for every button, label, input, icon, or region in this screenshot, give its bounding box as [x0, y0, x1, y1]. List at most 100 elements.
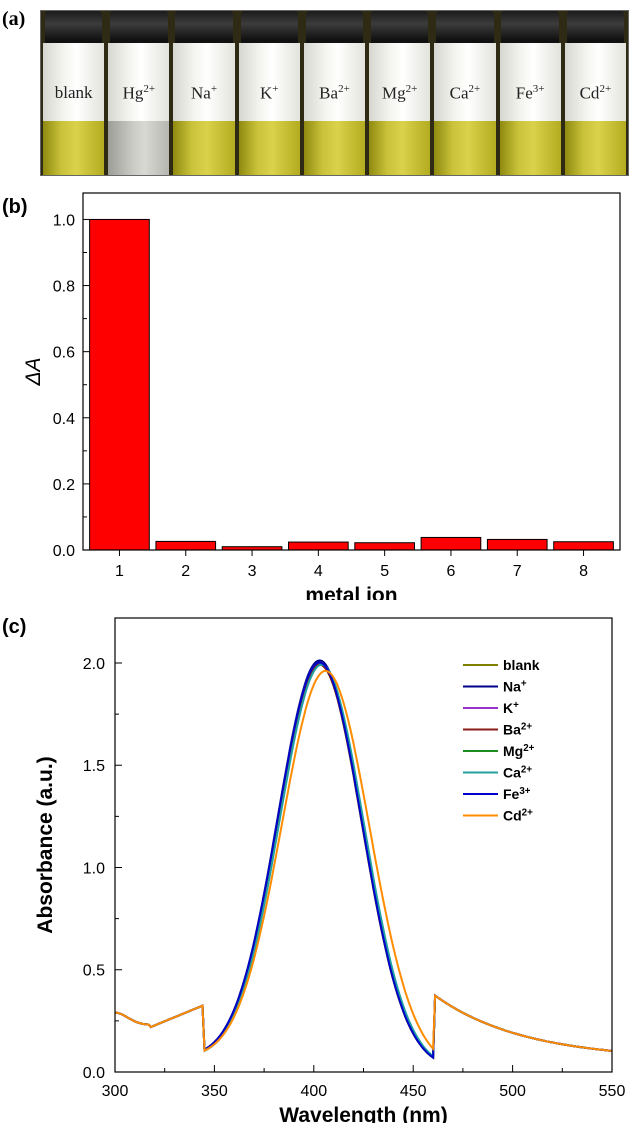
- vial-label: Ba2+: [302, 83, 367, 104]
- y-tick-label: 0.8: [53, 279, 75, 296]
- panel-a-label: (a): [2, 8, 26, 30]
- x-tick-label: 5: [380, 563, 389, 580]
- vial-cap: [240, 11, 298, 43]
- x-tick-label: 1: [115, 563, 124, 580]
- vial-label-charge: 2+: [468, 83, 481, 95]
- y-axis-label: Absorbance (a.u.): [34, 756, 57, 933]
- legend-label-charge: +: [521, 678, 527, 689]
- vial-mg: Mg2+: [367, 11, 432, 175]
- vial-label: blank: [41, 83, 106, 103]
- legend-label: blank: [503, 657, 540, 673]
- legend-label: Na+: [503, 678, 527, 695]
- vial-liquid: [303, 121, 366, 175]
- vial-liquid: [238, 121, 300, 175]
- y-axis-label: ΔA: [22, 357, 45, 386]
- vial-cap: [44, 11, 103, 43]
- vial-label-name: Ba: [319, 83, 339, 103]
- vial-cap: [305, 11, 364, 43]
- y-tick-label: 1.0: [83, 860, 105, 877]
- y-tick-label: 0.0: [53, 543, 75, 560]
- vial-label: Fe3+: [498, 83, 563, 104]
- absorbance-line-chart: (c) 0.0 0.5 1.0 1.5 2.0 300 350 400 450 500 550 Wave…: [2, 616, 626, 1123]
- bar-5: [354, 542, 415, 551]
- bar-6: [420, 536, 482, 551]
- x-tick-label: 300: [102, 1083, 129, 1100]
- legend-label-charge: +: [513, 700, 519, 711]
- vial-label: Cd2+: [563, 83, 628, 104]
- series-line-ba: [114, 663, 613, 1060]
- vial-cap: [501, 11, 559, 43]
- vial-fe: Fe3+: [498, 11, 563, 175]
- vial-label: K+: [237, 83, 302, 104]
- vial-ca: Ca2+: [432, 11, 497, 175]
- y-tick-label: 1.5: [83, 758, 105, 775]
- vial-label: Hg2+: [106, 83, 171, 104]
- bar-chart-delta-a: (b) 0.0 0.2 0.4 0.6 0.8 1.0 1 2 3 4 5 6 7 8 metal ion ΔA: [2, 192, 621, 600]
- y-tick-label: 0.4: [53, 411, 75, 428]
- vial-label-name: Mg: [382, 83, 406, 103]
- plot-frame: [82, 192, 621, 551]
- vial-cap: [175, 11, 233, 43]
- vial-label-charge: 3+: [532, 83, 545, 95]
- panel-c-label: (c): [2, 616, 26, 638]
- vial-blank: blank: [41, 11, 106, 175]
- vial-label-charge: +: [272, 83, 279, 95]
- vial-label: Ca2+: [432, 83, 497, 104]
- bar-1: [89, 218, 150, 551]
- vial-cd: Cd2+: [563, 11, 628, 175]
- vial-label-name: blank: [54, 83, 93, 102]
- vial-label-charge: 2+: [143, 83, 156, 95]
- x-tick-label: 350: [201, 1083, 228, 1100]
- legend-label: Mg2+: [503, 743, 535, 760]
- bar-4: [288, 541, 349, 551]
- legend-label: K+: [503, 700, 519, 717]
- vial-liquid: [434, 121, 496, 175]
- series-line-blank: [114, 663, 613, 1060]
- vial-cap: [436, 11, 494, 43]
- vials-photo: blank Hg2+ Na+ K+ Ba2+ Mg2+ Ca2+ Fe3+ Cd2+: [40, 10, 629, 176]
- series-line-mg: [114, 661, 613, 1060]
- vial-cap: [566, 11, 625, 43]
- y-tick-label: 0.5: [83, 963, 105, 980]
- series-line-fe: [114, 661, 613, 1060]
- vial-label-charge: +: [210, 83, 218, 95]
- bar-8: [553, 541, 614, 551]
- vial-liquid: [499, 121, 561, 175]
- x-tick-label: 2: [181, 563, 190, 580]
- bar-2: [155, 540, 217, 551]
- legend-label: Ba2+: [503, 721, 532, 738]
- vial-label-name: Hg: [122, 83, 144, 103]
- legend-label: Ca2+: [503, 764, 532, 781]
- y-tick-label: 0.0: [83, 1065, 105, 1082]
- vial-liquid: [369, 121, 431, 175]
- x-axis-label: Wavelength (nm): [279, 1104, 447, 1123]
- legend-label: Cd2+: [503, 807, 533, 824]
- x-axis-label: metal ion: [305, 584, 397, 600]
- y-tick-label: 0.2: [53, 477, 75, 494]
- x-tick-label: 4: [314, 563, 323, 580]
- legend-label-charge: 2+: [523, 743, 534, 754]
- vial-label: Na+: [171, 83, 236, 104]
- x-tick-label: 500: [499, 1083, 526, 1100]
- plot-frame: [114, 617, 613, 1073]
- legend-label-charge: 2+: [521, 721, 532, 732]
- series-line-na: [114, 659, 613, 1060]
- y-tick-label: 1.0: [53, 212, 75, 229]
- x-tick-label: 550: [599, 1083, 626, 1100]
- vial-liquid: [173, 121, 235, 175]
- vial-hg: Hg2+: [106, 11, 171, 175]
- x-tick-label: 3: [248, 563, 257, 580]
- legend-label-charge: 2+: [521, 764, 532, 775]
- vial-label-name: Ca: [449, 83, 469, 103]
- vial-label-charge: 2+: [338, 83, 350, 95]
- legend-label: Fe3+: [503, 786, 531, 803]
- vial-label: Mg2+: [367, 83, 432, 104]
- series-line-k: [114, 661, 613, 1060]
- x-tick-label: 7: [513, 563, 522, 580]
- vial-cap: [371, 11, 429, 43]
- vial-label-name: Fe: [515, 83, 533, 103]
- vial-k: K+: [237, 11, 302, 175]
- legend-label-charge: 2+: [522, 807, 533, 818]
- x-tick-label: 8: [579, 563, 588, 580]
- x-tick-label: 450: [400, 1083, 427, 1100]
